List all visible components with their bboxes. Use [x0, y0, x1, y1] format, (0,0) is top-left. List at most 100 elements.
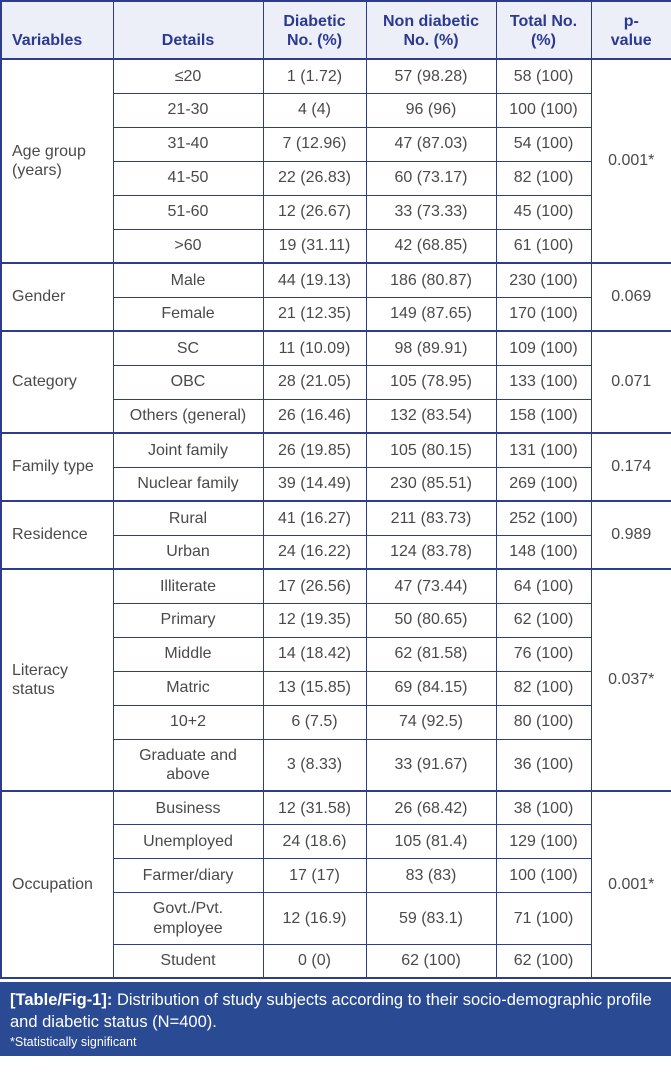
variable-cell: Literacy status — [0, 568, 114, 792]
detail-cell: Nuclear family — [112, 466, 264, 502]
non-diabetic-cell: 105 (81.4) — [365, 824, 497, 860]
detail-cell: Urban — [112, 534, 264, 570]
detail-cell: Farmer/diary — [112, 858, 264, 894]
detail-cell: Others (general) — [112, 398, 264, 434]
diabetic-cell: 22 (26.83) — [262, 160, 367, 196]
table-row: Matric 13 (15.85) 69 (84.15) 82 (100) — [1, 670, 671, 706]
detail-cell: Primary — [112, 602, 264, 638]
table-row: Student 0 (0) 62 (100) 62 (100) — [1, 943, 671, 979]
total-cell: 62 (100) — [495, 943, 592, 979]
detail-cell: Female — [112, 296, 264, 332]
non-diabetic-cell: 105 (80.15) — [365, 432, 497, 468]
non-diabetic-cell: 33 (73.33) — [365, 194, 497, 230]
total-cell: 82 (100) — [495, 670, 592, 706]
detail-cell: Govt./Pvt. employee — [112, 892, 264, 945]
table-row: Govt./Pvt. employee 12 (16.9) 59 (83.1) 71 … — [1, 892, 671, 945]
total-cell: 45 (100) — [495, 194, 592, 230]
non-diabetic-cell: 124 (83.78) — [365, 534, 497, 570]
non-diabetic-cell: 230 (85.51) — [365, 466, 497, 502]
total-cell: 129 (100) — [495, 824, 592, 860]
table-row: Gender Male 44 (19.13) 186 (80.87) 230 (100)… — [0, 262, 671, 332]
non-diabetic-cell: 33 (91.67) — [365, 738, 497, 792]
variable-cell: Category — [0, 330, 114, 434]
detail-cell: Middle — [112, 636, 264, 672]
non-diabetic-cell: 98 (89.91) — [365, 330, 497, 366]
table-row: 31-40 7 (12.96) 47 (87.03) 54 (100) — [1, 126, 671, 162]
total-cell: 131 (100) — [495, 432, 592, 468]
non-diabetic-cell: 83 (83) — [365, 858, 497, 894]
total-cell: 62 (100) — [495, 602, 592, 638]
total-cell: 109 (100) — [495, 330, 592, 366]
pvalue-cell: 0.174 — [590, 432, 671, 502]
total-cell: 58 (100) — [495, 58, 592, 94]
non-diabetic-cell: 74 (92.5) — [365, 704, 497, 740]
non-diabetic-cell: 50 (80.65) — [365, 602, 497, 638]
header-p-value: p- value — [590, 0, 671, 60]
total-cell: 148 (100) — [495, 534, 592, 570]
total-cell: 100 (100) — [495, 92, 592, 128]
variable-cell: Residence — [0, 500, 114, 570]
diabetic-cell: 12 (16.9) — [262, 892, 367, 945]
table-row: 41-50 22 (26.83) 60 (73.17) 82 (100) — [1, 160, 671, 196]
non-diabetic-cell: 59 (83.1) — [365, 892, 497, 945]
table-row: Category SC 11 (10.09) 98 (89.91) 109 (100) 0… — [0, 330, 671, 434]
table-caption: [Table/Fig-1]: Distribution of study sub… — [0, 982, 671, 1057]
table-row: Others (general) 26 (16.46) 132 (83.54) 158… — [1, 398, 671, 434]
diabetic-cell: 3 (8.33) — [262, 738, 367, 792]
total-cell: 71 (100) — [495, 892, 592, 945]
diabetic-cell: 17 (17) — [262, 858, 367, 894]
total-cell: 230 (100) — [495, 262, 592, 298]
pvalue-cell: 0.069 — [590, 262, 671, 332]
diabetic-cell: 1 (1.72) — [262, 58, 367, 94]
table-row: Farmer/diary 17 (17) 83 (83) 100 (100) — [1, 858, 671, 894]
table-row: >60 19 (31.11) 42 (68.85) 61 (100) — [1, 228, 671, 264]
non-diabetic-cell: 60 (73.17) — [365, 160, 497, 196]
diabetic-cell: 26 (19.85) — [262, 432, 367, 468]
diabetic-cell: 39 (14.49) — [262, 466, 367, 502]
header-non-diabetic: Non diabetic No. (%) — [365, 0, 497, 60]
pvalue-cell: 0.037* — [590, 568, 671, 792]
variable-cell: Age group (years) — [0, 58, 114, 264]
diabetic-cell: 19 (31.11) — [262, 228, 367, 264]
table-row: 10+2 6 (7.5) 74 (92.5) 80 (100) — [1, 704, 671, 740]
total-cell: 64 (100) — [495, 568, 592, 604]
diabetic-cell: 14 (18.42) — [262, 636, 367, 672]
detail-cell: Graduate and above — [112, 738, 264, 792]
header-diabetic: Diabetic No. (%) — [262, 0, 367, 60]
caption-body: Distribution of study subjects according… — [10, 991, 652, 1031]
non-diabetic-cell: 96 (96) — [365, 92, 497, 128]
diabetic-cell: 21 (12.35) — [262, 296, 367, 332]
diabetic-cell: 28 (21.05) — [262, 364, 367, 400]
table-row: 51-60 12 (26.67) 33 (73.33) 45 (100) — [1, 194, 671, 230]
detail-cell: 21-30 — [112, 92, 264, 128]
detail-cell: Rural — [112, 500, 264, 536]
variable-cell: Family type — [0, 432, 114, 502]
table-row: 21-30 4 (4) 96 (96) 100 (100) — [1, 92, 671, 128]
detail-cell: 10+2 — [112, 704, 264, 740]
diabetic-cell: 44 (19.13) — [262, 262, 367, 298]
non-diabetic-cell: 26 (68.42) — [365, 789, 497, 826]
detail-cell: 31-40 — [112, 126, 264, 162]
header-row: Variables Details Diabetic No. (%) Non d… — [0, 0, 671, 60]
non-diabetic-cell: 105 (78.95) — [365, 364, 497, 400]
non-diabetic-cell: 211 (83.73) — [365, 500, 497, 536]
non-diabetic-cell: 186 (80.87) — [365, 262, 497, 298]
diabetic-cell: 6 (7.5) — [262, 704, 367, 740]
non-diabetic-cell: 132 (83.54) — [365, 398, 497, 434]
diabetic-cell: 24 (18.6) — [262, 824, 367, 860]
diabetic-cell: 12 (31.58) — [262, 789, 367, 826]
non-diabetic-cell: 149 (87.65) — [365, 296, 497, 332]
diabetic-cell: 24 (16.22) — [262, 534, 367, 570]
total-cell: 61 (100) — [495, 228, 592, 264]
diabetic-cell: 12 (26.67) — [262, 194, 367, 230]
table-row: Residence Rural 41 (16.27) 211 (83.73) 252 (… — [0, 500, 671, 570]
total-cell: 158 (100) — [495, 398, 592, 434]
diabetic-cell: 4 (4) — [262, 92, 367, 128]
diabetic-cell: 13 (15.85) — [262, 670, 367, 706]
detail-cell: Matric — [112, 670, 264, 706]
diabetic-cell: 7 (12.96) — [262, 126, 367, 162]
non-diabetic-cell: 47 (73.44) — [365, 568, 497, 604]
page: Variables Details Diabetic No. (%) Non d… — [0, 0, 671, 1057]
total-cell: 100 (100) — [495, 858, 592, 894]
table-row: Graduate and above 3 (8.33) 33 (91.67) 36 (… — [1, 738, 671, 792]
